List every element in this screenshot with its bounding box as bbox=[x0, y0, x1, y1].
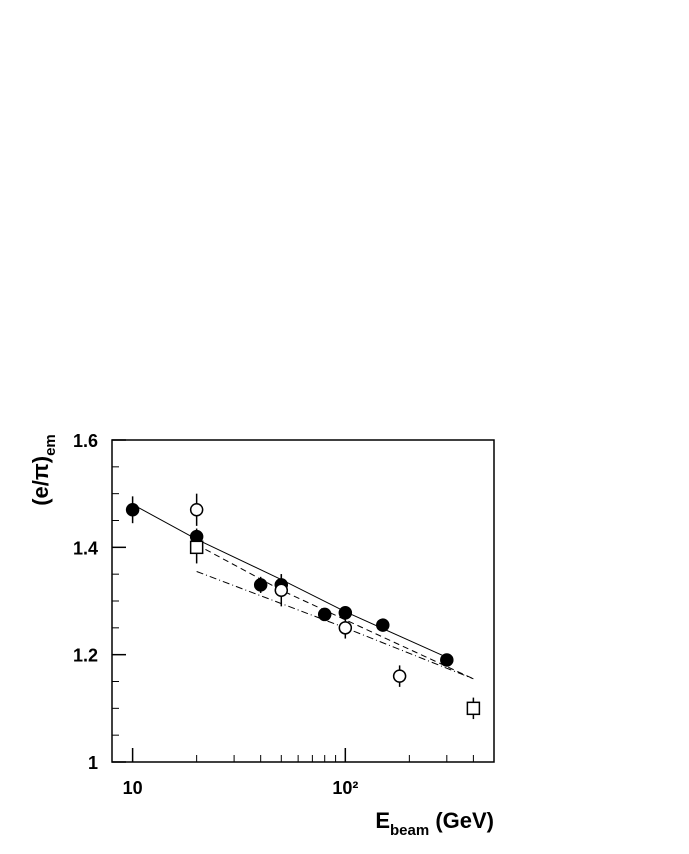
marker bbox=[338, 621, 353, 635]
marker bbox=[253, 578, 268, 592]
marker bbox=[338, 606, 353, 620]
marker bbox=[466, 701, 481, 716]
x-label-main: E bbox=[375, 808, 390, 833]
plot-frame bbox=[111, 439, 495, 763]
marker bbox=[189, 540, 204, 555]
y-tick-label: 1.4 bbox=[73, 538, 98, 558]
x-label-unit: (GeV) bbox=[429, 808, 494, 833]
marker bbox=[125, 503, 140, 517]
y-axis-label: (e/π)em bbox=[28, 434, 59, 506]
y-tick-label: 1.6 bbox=[73, 431, 98, 451]
marker bbox=[376, 618, 390, 632]
y-tick-label: 1.2 bbox=[73, 646, 98, 666]
x-tick-label: 10 bbox=[123, 778, 143, 798]
marker bbox=[189, 503, 204, 517]
marker bbox=[392, 669, 407, 683]
x-tick-label: 10² bbox=[332, 778, 358, 798]
x-axis-label: Ebeam (GeV) bbox=[375, 808, 494, 839]
marker bbox=[317, 607, 332, 622]
y-label-main: (e/π) bbox=[28, 456, 53, 506]
x-label-sub: beam bbox=[390, 822, 429, 839]
fit-curve bbox=[132, 503, 448, 658]
fit-curve bbox=[196, 571, 474, 680]
marker bbox=[440, 653, 454, 667]
fit-curve bbox=[196, 544, 474, 680]
y-tick-label: 1 bbox=[88, 753, 98, 773]
marker bbox=[274, 583, 289, 598]
y-label-sub: em bbox=[42, 434, 59, 456]
